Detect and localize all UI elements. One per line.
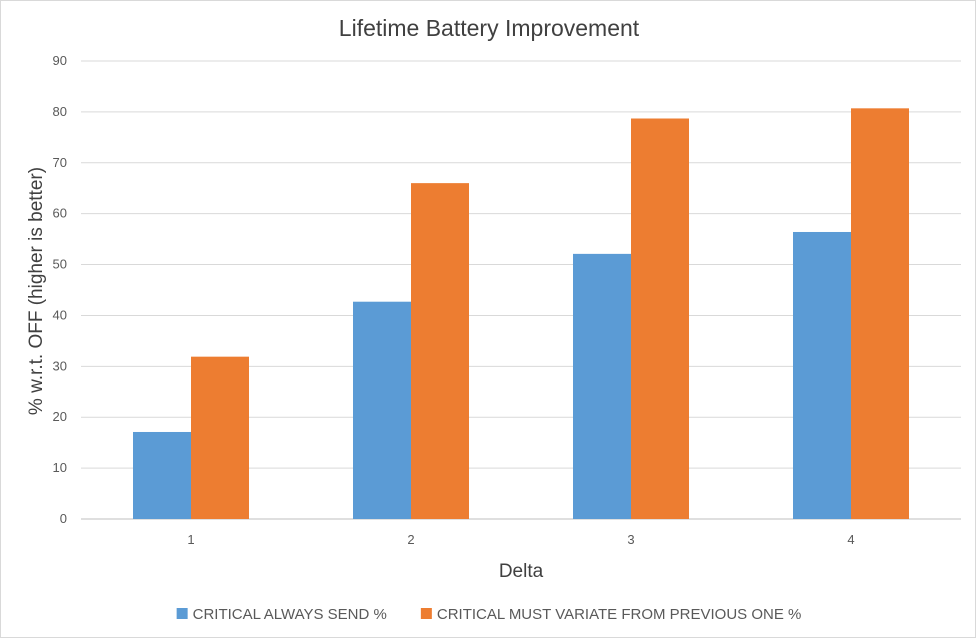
y-tick-label: 0 [60,511,67,526]
x-tick-label: 1 [187,532,194,547]
x-tick-label: 2 [407,532,414,547]
y-axis-ticks: 0 10 20 30 40 50 60 70 80 90 [53,53,67,526]
legend: CRITICAL ALWAYS SEND % CRITICAL MUST VARI… [176,606,802,623]
y-tick-label: 10 [53,460,67,475]
y-tick-label: 30 [53,358,67,373]
bar-series-2-cat-3 [631,118,689,519]
bar-series-2-cat-2 [411,183,469,519]
x-axis-label: Delta [499,561,544,582]
y-tick-label: 50 [53,257,67,272]
y-axis-label: % w.r.t. OFF (higher is better) [26,167,47,415]
x-tick-label: 3 [627,532,634,547]
y-tick-label: 80 [53,104,67,119]
bar-series-2-cat-4 [851,108,909,520]
bars [133,108,909,520]
x-axis-ticks: 1 2 3 4 [187,532,854,547]
bar-series-1-cat-3 [573,253,631,519]
legend-swatch [420,608,432,619]
y-tick-label: 90 [53,53,67,68]
y-tick-label: 20 [53,409,67,424]
y-tick-label: 40 [53,307,67,322]
x-tick-label: 4 [847,532,854,547]
legend-label: CRITICAL ALWAYS SEND % [193,606,387,623]
legend-item: CRITICAL MUST VARIATE FROM PREVIOUS ONE … [420,606,802,623]
y-tick-label: 70 [53,155,67,170]
bar-series-2-cat-1 [191,356,249,519]
legend-label: CRITICAL MUST VARIATE FROM PREVIOUS ONE … [437,606,802,623]
bar-series-1-cat-4 [793,231,851,519]
bar-series-1-cat-2 [353,301,411,519]
chart-title: Lifetime Battery Improvement [339,15,640,41]
bar-series-1-cat-1 [133,431,191,519]
y-tick-label: 60 [53,206,67,221]
legend-swatch [176,608,188,619]
legend-item: CRITICAL ALWAYS SEND % [176,606,387,623]
